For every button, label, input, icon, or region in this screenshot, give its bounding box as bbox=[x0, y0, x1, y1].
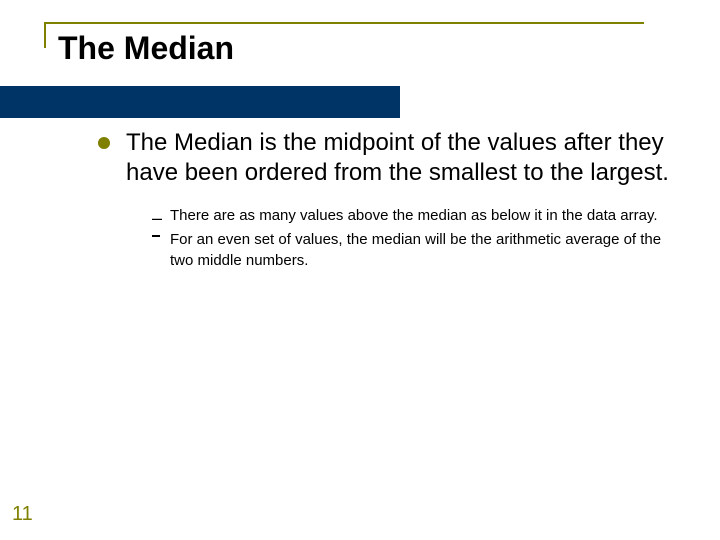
dash-icon bbox=[152, 235, 160, 237]
dash-icon: – bbox=[152, 206, 162, 230]
title-rule-vertical bbox=[44, 22, 46, 48]
sub-bullet-text: For an even set of values, the median wi… bbox=[170, 231, 661, 268]
bullet-dot-icon bbox=[98, 137, 110, 149]
content-area: The Median is the midpoint of the values… bbox=[98, 128, 670, 275]
sub-bullet-item: – There are as many values above the med… bbox=[152, 206, 670, 226]
main-bullet: The Median is the midpoint of the values… bbox=[98, 128, 670, 188]
accent-bar bbox=[0, 86, 400, 118]
page-number: 11 bbox=[12, 503, 33, 526]
title-rule-horizontal bbox=[44, 22, 644, 24]
sub-bullet-item: For an even set of values, the median wi… bbox=[152, 230, 670, 271]
sub-bullet-list: – There are as many values above the med… bbox=[98, 206, 670, 271]
slide: The Median The Median is the midpoint of… bbox=[0, 0, 720, 540]
main-bullet-text: The Median is the midpoint of the values… bbox=[126, 129, 669, 186]
slide-title: The Median bbox=[58, 30, 234, 67]
sub-bullet-text: There are as many values above the media… bbox=[170, 207, 658, 224]
